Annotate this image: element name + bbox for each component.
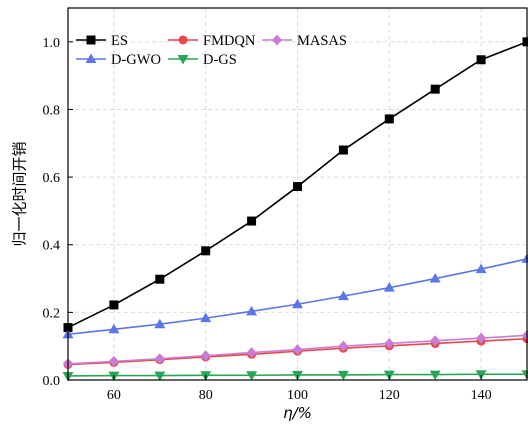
- x-tick-label: 140: [471, 388, 492, 403]
- legend-label-masas: MASAS: [297, 33, 347, 49]
- legend-marker-es: [86, 35, 96, 45]
- legend-item-d-gs: D-GS: [168, 52, 237, 68]
- y-tick-label: 0.4: [43, 239, 61, 254]
- y-tick-label: 0.0: [43, 374, 61, 389]
- data-point-es: [338, 145, 348, 155]
- legend: ES FMDQN MASAS D-GWO D-GS: [76, 33, 347, 68]
- data-point-masas: [108, 355, 119, 367]
- series-d-gwo: [62, 253, 528, 339]
- legend-item-masas: MASAS: [262, 33, 347, 49]
- data-point-d-gwo: [200, 312, 212, 323]
- data-point-es: [476, 55, 486, 65]
- legend-marker-fmdqn: [178, 35, 188, 45]
- data-point-d-gwo: [154, 318, 166, 329]
- data-point-d-gwo: [475, 263, 487, 274]
- data-point-es: [384, 114, 394, 124]
- legend-marker-d-gs: [177, 55, 189, 65]
- data-point-d-gwo: [108, 323, 120, 334]
- legend-label-es: ES: [111, 33, 128, 49]
- data-point-es: [201, 246, 211, 256]
- legend-item-es: ES: [76, 33, 128, 49]
- data-point-masas: [154, 353, 165, 365]
- data-point-d-gwo: [292, 298, 303, 309]
- series-masas: [63, 329, 528, 370]
- x-tick-label: 80: [199, 388, 213, 403]
- data-point-masas: [200, 350, 211, 362]
- data-point-es: [293, 182, 302, 192]
- y-tick-label: 0.6: [43, 171, 61, 186]
- legend-marker-d-gwo: [85, 53, 97, 63]
- data-point-d-gwo: [429, 273, 441, 283]
- data-point-d-gs: [521, 370, 528, 380]
- legend-marker-masas: [272, 34, 282, 46]
- x-axis-label: η/%: [283, 404, 312, 422]
- legend-label-d-gwo: D-GWO: [111, 52, 161, 68]
- data-point-d-gs: [154, 371, 166, 382]
- y-tick-label: 1.0: [43, 36, 61, 51]
- data-point-masas: [292, 344, 303, 356]
- axis-ticks: 60 80 100 120 140 0.0 0.2 0.4 0.6 0.8 1.0: [43, 36, 492, 403]
- x-tick-label: 120: [379, 388, 400, 403]
- data-point-masas: [384, 337, 395, 349]
- data-point-es: [430, 84, 440, 94]
- legend-label-d-gs: D-GS: [203, 52, 237, 68]
- legend-item-d-gwo: D-GWO: [76, 52, 161, 68]
- x-tick-label: 60: [107, 388, 121, 403]
- y-axis-label: 归一化时间开销: [11, 141, 29, 246]
- data-point-d-gs: [429, 370, 441, 381]
- legend-item-fmdqn: FMDQN: [168, 33, 256, 49]
- data-point-d-gwo: [383, 282, 395, 292]
- series-layer: [62, 37, 528, 382]
- data-point-d-gwo: [246, 305, 258, 316]
- data-point-d-gwo: [337, 290, 349, 301]
- legend-label-fmdqn: FMDQN: [203, 33, 256, 49]
- data-point-es: [247, 216, 257, 226]
- x-tick-label: 100: [287, 388, 308, 403]
- y-tick-label: 0.8: [43, 103, 61, 118]
- y-tick-label: 0.2: [43, 306, 61, 321]
- series-es: [63, 37, 528, 333]
- data-point-es: [109, 300, 119, 310]
- data-point-masas: [246, 347, 257, 359]
- data-point-es: [155, 274, 165, 284]
- data-point-d-gs: [337, 370, 349, 381]
- data-point-d-gs: [246, 371, 258, 381]
- data-point-masas: [476, 332, 487, 344]
- data-point-masas: [430, 335, 441, 347]
- data-point-es: [522, 37, 528, 47]
- data-point-masas: [338, 340, 349, 352]
- data-point-d-gwo: [521, 253, 528, 263]
